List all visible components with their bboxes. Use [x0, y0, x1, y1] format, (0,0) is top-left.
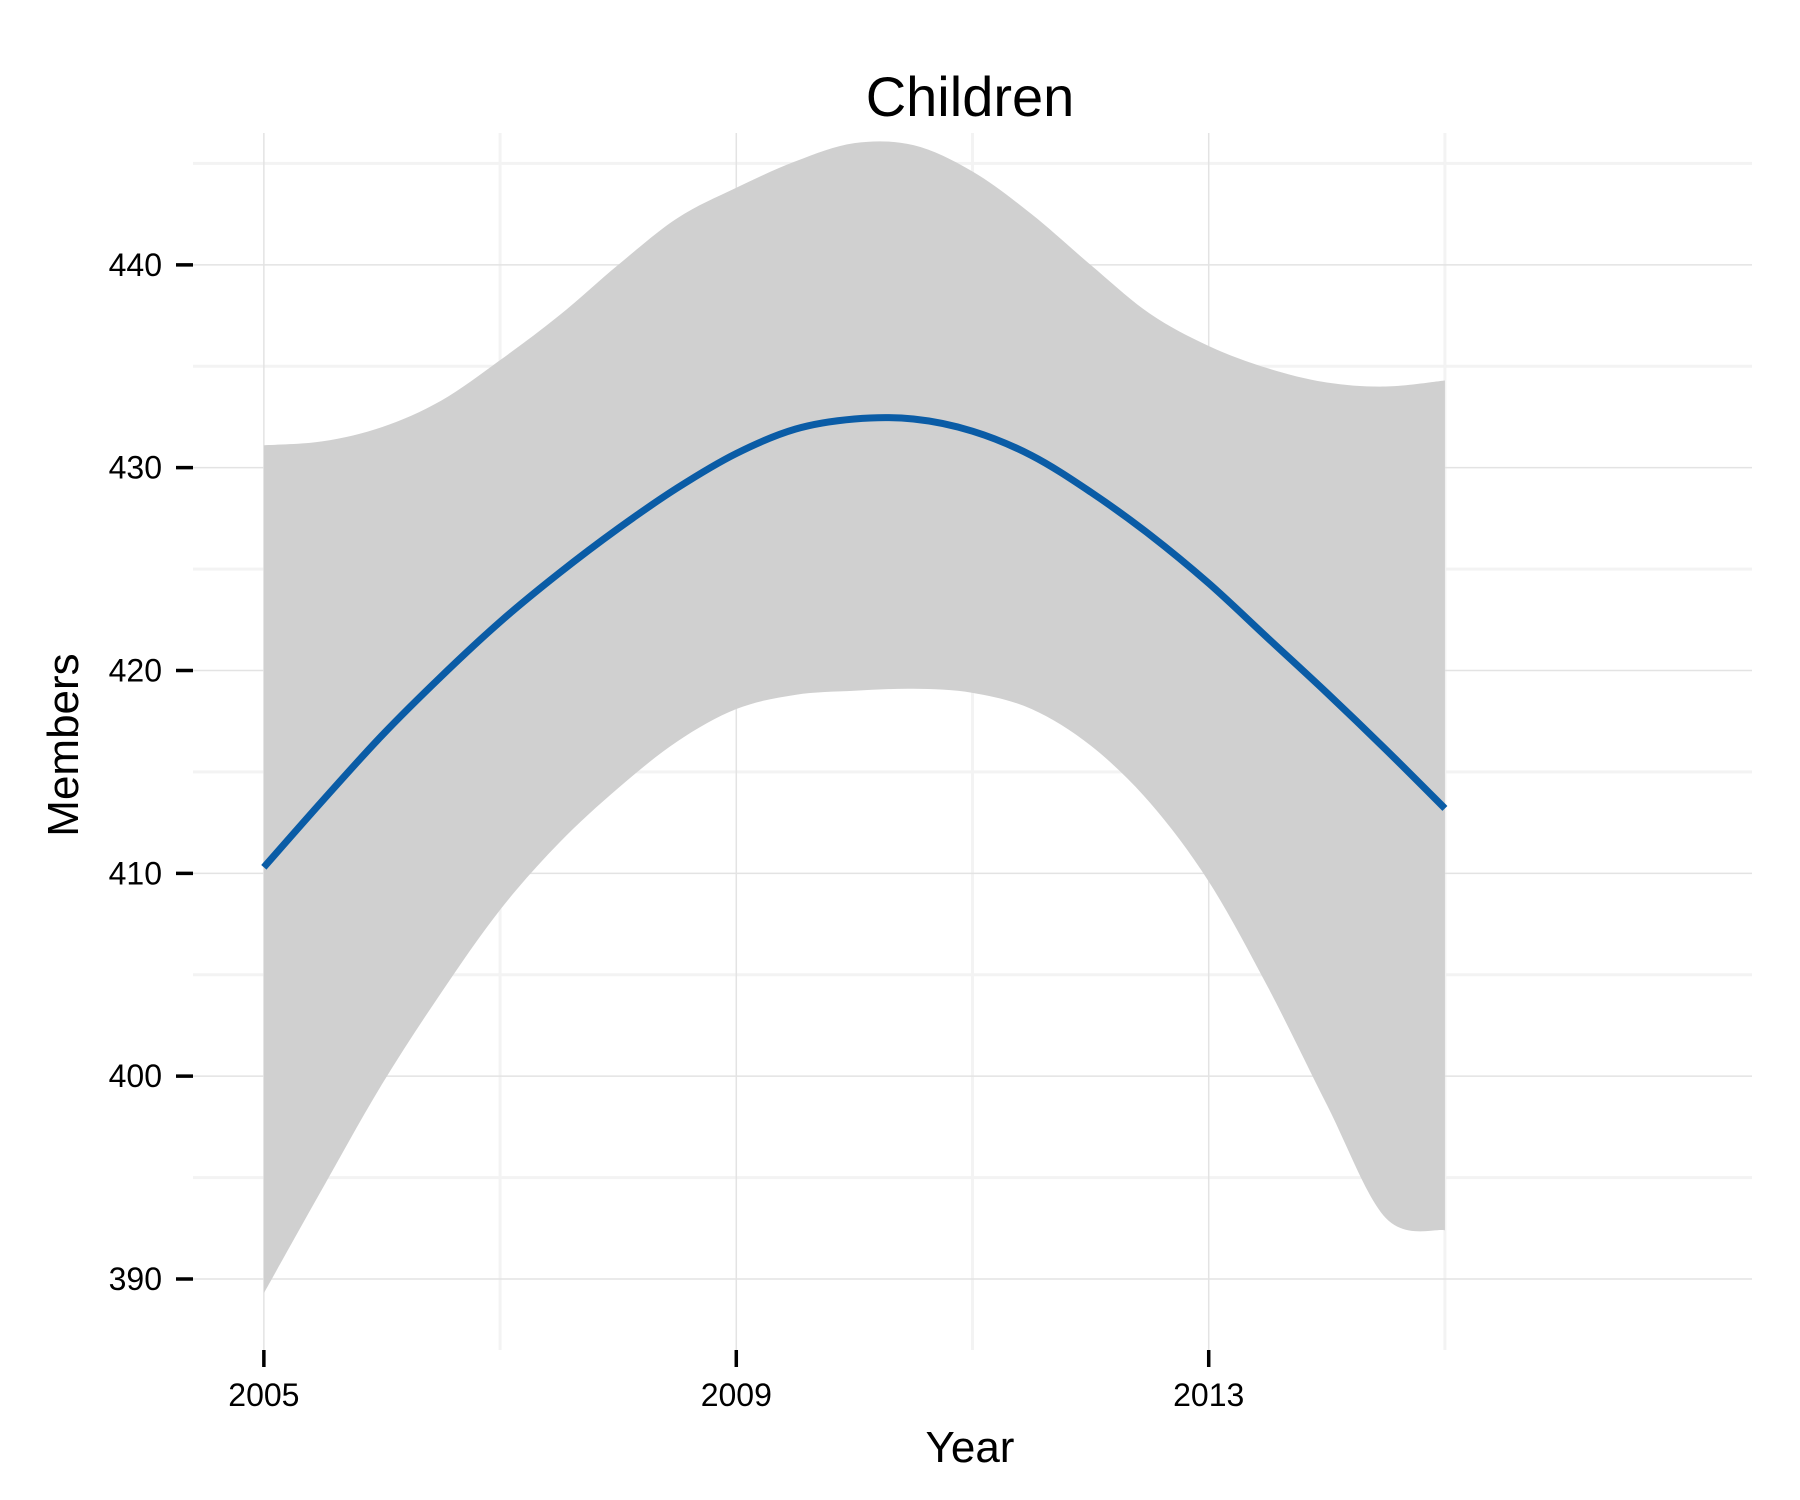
y-tick-label: 430: [109, 450, 162, 486]
y-axis-title: Members: [39, 653, 88, 836]
plot-area: [193, 133, 1752, 1350]
chart-title: Children: [866, 65, 1075, 128]
x-axis-title: Year: [926, 1423, 1015, 1472]
confidence-band-layer: [263, 141, 1445, 1294]
y-axis: 390 400 410 420 430 440: [109, 247, 193, 1297]
x-axis: 2005 2009 2013: [228, 1350, 1244, 1413]
y-tick-label: 390: [109, 1261, 162, 1297]
y-tick-label: 400: [109, 1058, 162, 1094]
confidence-band: [263, 141, 1445, 1294]
y-tick-label: 420: [109, 653, 162, 689]
y-tick-label: 440: [109, 247, 162, 283]
trend-line-layer: [261, 414, 1448, 870]
x-tick-label: 2009: [701, 1377, 772, 1413]
y-tick-label: 410: [109, 855, 162, 891]
x-tick-label: 2005: [228, 1377, 299, 1413]
x-tick-label: 2013: [1173, 1377, 1244, 1413]
trend-line: [261, 414, 1448, 870]
